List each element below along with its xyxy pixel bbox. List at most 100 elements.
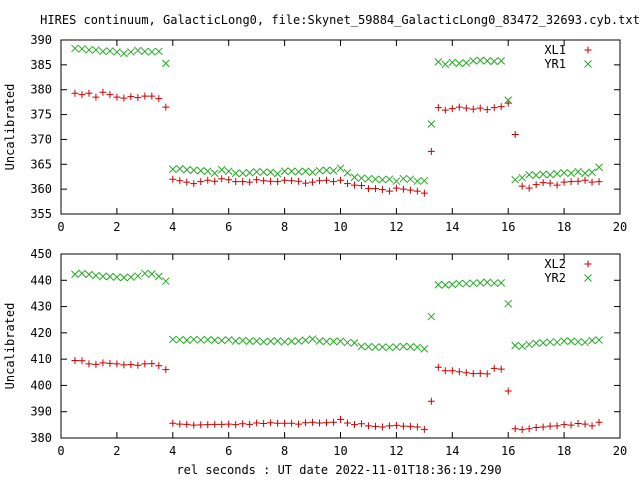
data-point-xl1 [309,178,317,186]
data-point-yr2 [469,279,478,288]
data-point-yr2 [231,337,240,345]
data-point-xl1 [183,178,191,186]
data-point-yr2 [78,269,86,278]
data-point-yr2 [203,335,212,344]
data-point-xl2 [462,369,470,377]
y-tick-label: 370 [30,132,52,146]
data-point-xl1 [434,104,442,112]
data-point-xl2 [85,360,93,368]
data-point-xl2 [239,420,247,428]
data-point-xl1 [92,93,100,101]
data-point-xl2 [455,368,463,376]
data-point-yr1 [448,58,457,67]
data-point-xl1 [497,103,505,111]
data-point-xl2 [595,418,603,426]
data-point-yr2 [196,336,205,344]
data-point-xl2 [281,419,289,427]
data-point-yr2 [120,273,128,282]
data-point-xl2 [309,418,317,426]
data-point-yr1 [168,165,177,174]
data-point-xl1 [176,177,184,185]
data-point-xl2 [406,422,414,430]
data-point-xl1 [574,177,582,185]
data-point-yr1 [140,47,149,56]
data-point-xl2 [490,364,498,372]
data-point-xl2 [448,367,456,375]
data-point-yr1 [357,174,366,183]
data-point-xl1 [511,130,519,138]
data-point-xl2 [295,420,303,428]
bottom-panel: 380 390 400 410 420 430 440 450 0 2 4 6 8 10 12 14 16 18 2… [3,247,627,458]
y-axis-label: Uncalibrated [3,303,17,390]
data-point-yr1 [175,164,184,173]
data-point-yr2 [371,343,380,351]
y-axis-label: Uncalibrated [3,84,17,171]
data-point-xl1 [323,176,331,184]
data-point-xl2 [197,421,205,429]
data-point-yr1 [413,177,422,186]
data-point-yr2 [553,338,561,347]
data-point-yr2 [406,342,415,351]
data-point-xl2 [413,423,421,431]
data-point-xl2 [127,361,135,369]
data-point-yr1 [581,169,589,178]
data-point-yr2 [301,336,310,345]
data-point-yr2 [315,337,324,345]
data-point-yr1 [399,174,408,183]
y-tick-label: 410 [30,352,52,366]
data-point-xl1 [253,176,261,184]
data-point-yr1 [385,175,394,184]
data-point-xl2 [253,419,261,427]
y-tick-label: 380 [30,431,52,445]
data-point-yr1 [392,177,401,186]
data-point-xl1 [204,176,212,184]
data-point-yr2 [497,279,506,287]
data-point-yr1 [217,165,226,174]
data-point-yr2 [511,341,520,350]
data-point-xl2 [204,421,212,429]
data-point-yr1 [546,170,554,179]
x-tick-label: 6 [225,444,232,458]
data-point-yr2 [532,339,541,347]
y-tick-label: 420 [30,326,52,340]
data-point-xl1 [343,180,351,188]
y-tick-label: 400 [30,378,52,392]
data-point-xl1 [218,175,226,183]
data-point-yr2 [245,337,254,346]
data-point-xl2 [113,360,121,368]
data-point-xl2 [232,421,240,429]
data-point-yr1 [518,173,527,182]
data-point-yr1 [252,167,261,176]
legend-marker [584,260,592,268]
x-tick-label: 18 [557,444,571,458]
data-point-yr1 [595,163,603,172]
data-point-yr1 [462,59,471,67]
data-point-yr2 [322,337,331,346]
data-point-xl2 [371,422,379,430]
x-tick-label: 0 [57,220,64,234]
data-point-xl2 [169,419,177,427]
data-point-xl1 [371,185,379,193]
data-point-yr2 [329,337,338,346]
data-point-xl1 [420,189,428,197]
data-point-xl2 [518,426,526,434]
data-point-xl2 [504,387,512,395]
data-point-xl1 [539,179,547,187]
data-point-yr1 [378,175,387,184]
data-point-yr1 [120,49,128,58]
data-point-yr2 [427,312,436,321]
data-point-xl2 [176,420,184,428]
data-point-yr1 [350,173,359,182]
data-point-xl1 [141,92,149,100]
data-point-yr1 [127,48,135,56]
data-point-yr2 [140,269,149,278]
data-point-yr1 [189,166,198,175]
data-point-xl1 [316,177,324,185]
data-point-xl1 [267,177,275,185]
data-point-xl1 [148,92,156,100]
data-point-xl2 [302,419,310,427]
data-point-yr1 [99,47,107,56]
data-point-xl1 [406,186,414,194]
data-point-yr1 [539,170,547,179]
